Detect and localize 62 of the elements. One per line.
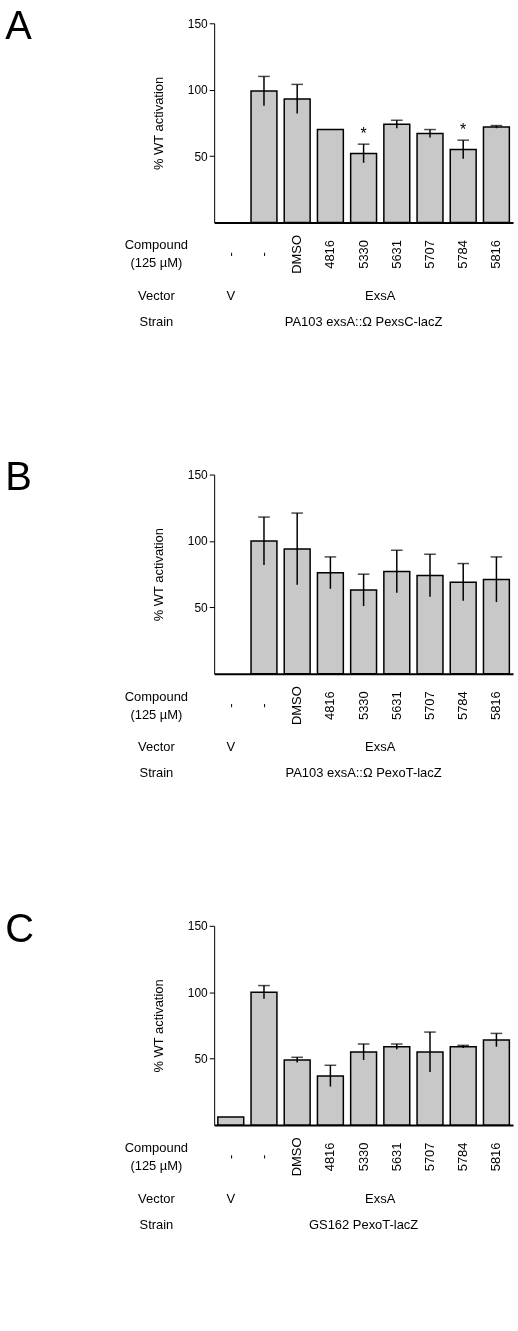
x-tick-label: 5784 — [455, 1142, 471, 1172]
x-tick-label: 5816 — [488, 240, 504, 269]
x-tick-label: - — [222, 1154, 238, 1160]
text: GS162 PexoT-lacZ — [308, 1216, 419, 1232]
annotation: * — [460, 121, 467, 139]
text: V — [226, 739, 236, 755]
text: Strain — [139, 765, 174, 781]
x-tick-label: 4816 — [322, 691, 338, 721]
text: ExsA — [365, 1190, 396, 1206]
y-tick-label: 100 — [187, 83, 209, 98]
text: Vector — [138, 739, 176, 755]
chart-title: C — [5, 905, 34, 950]
y-tick-label: 150 — [187, 468, 209, 483]
x-tick-label: 5816 — [488, 691, 504, 721]
x-tick-label: 5707 — [421, 691, 437, 721]
x-tick-label: 5631 — [388, 691, 404, 721]
y-axis-title: % WT activation — [150, 979, 166, 1073]
x-tick-label: 5707 — [421, 240, 437, 269]
text: Compound (125 µM) — [124, 237, 189, 271]
y-tick-label: 50 — [194, 1052, 209, 1067]
x-tick-label: 5330 — [355, 1142, 371, 1172]
y-axis-title: % WT activation — [150, 528, 166, 622]
x-tick-label: - — [255, 252, 271, 257]
text: V — [226, 288, 236, 304]
x-tick-label: 5784 — [455, 691, 471, 721]
x-tick-label: - — [222, 252, 238, 257]
y-tick-label: 100 — [187, 534, 209, 549]
x-tick-label: 5707 — [421, 1142, 437, 1172]
x-tick-label: 4816 — [322, 1142, 338, 1172]
text: Compound (125 µM) — [124, 1139, 189, 1173]
x-tick-label: DMSO — [289, 235, 305, 274]
text: PA103 exsA::Ω PexsC-lacZ — [284, 314, 443, 330]
x-tick-label: DMSO — [289, 1137, 305, 1177]
x-tick-label: 5330 — [355, 691, 371, 721]
y-tick-label: 50 — [194, 149, 209, 164]
x-tick-label: - — [255, 703, 271, 708]
x-tick-label: 5330 — [355, 240, 371, 269]
text: PA103 exsA::Ω PexoT-lacZ — [285, 765, 442, 781]
x-tick-label: - — [222, 703, 238, 708]
chart-title: B — [5, 454, 32, 499]
x-tick-label: - — [255, 1154, 271, 1160]
x-tick-label: DMSO — [289, 686, 305, 726]
annotation: * — [360, 125, 367, 143]
y-axis-title: % WT activation — [150, 76, 166, 171]
y-tick-label: 150 — [187, 16, 209, 31]
text: ExsA — [365, 739, 396, 755]
y-tick-label: 100 — [187, 985, 209, 1000]
text: Strain — [139, 1216, 174, 1232]
x-tick-label: 5631 — [388, 240, 404, 269]
x-tick-label: 4816 — [322, 240, 338, 269]
text: Strain — [139, 314, 174, 330]
y-tick-label: 150 — [187, 919, 209, 934]
text: Compound (125 µM) — [124, 688, 189, 722]
text: Vector — [138, 288, 176, 304]
x-tick-label: 5816 — [488, 1142, 504, 1172]
chart-title: A — [5, 3, 33, 48]
text: Vector — [138, 1190, 176, 1206]
x-tick-label: 5784 — [455, 240, 471, 269]
text: V — [226, 1190, 236, 1206]
y-tick-label: 50 — [194, 600, 209, 615]
text: ExsA — [365, 288, 396, 304]
x-tick-label: 5631 — [388, 1142, 404, 1172]
